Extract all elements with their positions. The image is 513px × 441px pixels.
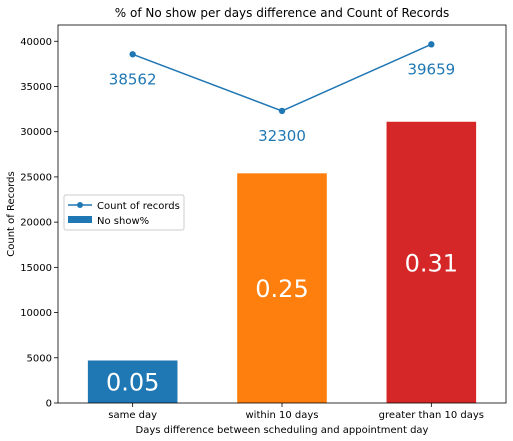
- legend-label-no-show: No show%: [97, 216, 149, 227]
- y-tick-label-3: 15000: [20, 263, 52, 274]
- x-tick-label-1: within 10 days: [245, 410, 318, 421]
- line-label-1: 32300: [258, 127, 306, 145]
- y-tick-label-0: 0: [46, 399, 52, 410]
- y-tick-label-8: 40000: [20, 37, 52, 48]
- line-point-0: [129, 51, 136, 58]
- y-tick-label-7: 35000: [20, 82, 52, 93]
- bar-0: [87, 360, 178, 403]
- y-tick-label-5: 25000: [20, 172, 52, 183]
- x-tick-label-0: same day: [108, 410, 157, 421]
- legend: Count of records No show%: [63, 194, 185, 231]
- y-axis-title: Count of Records: [6, 171, 17, 256]
- legend-frame: [63, 194, 185, 231]
- bar-1: [237, 173, 327, 403]
- legend-label-count-of-records: Count of records: [97, 201, 180, 212]
- line-label-2: 39659: [407, 60, 455, 78]
- plot-area: 0.05 0.25 0.31 38562 32300 39659 0 5000 10000 150…: [20, 24, 507, 421]
- line-point-2: [428, 41, 435, 48]
- legend-marker-swatch: [77, 202, 83, 208]
- y-tick-label-6: 30000: [20, 127, 52, 138]
- bar-label-0: 0.05: [106, 369, 159, 397]
- line-point-1: [278, 107, 286, 115]
- y-tick-label-4: 20000: [20, 218, 52, 229]
- legend-bar-swatch: [68, 216, 92, 223]
- bar-2: [386, 121, 477, 403]
- x-tick-label-2: greater than 10 days: [379, 410, 484, 421]
- line-label-0: 38562: [109, 70, 157, 88]
- bar-label-1: 0.25: [255, 275, 308, 303]
- y-tick-label-2: 10000: [20, 308, 52, 319]
- x-axis-title: Days difference between scheduling and a…: [136, 425, 429, 436]
- chart-title: % of No show per days difference and Cou…: [115, 6, 449, 20]
- y-tick-label-1: 5000: [27, 353, 52, 364]
- bar-label-2: 0.31: [405, 249, 458, 277]
